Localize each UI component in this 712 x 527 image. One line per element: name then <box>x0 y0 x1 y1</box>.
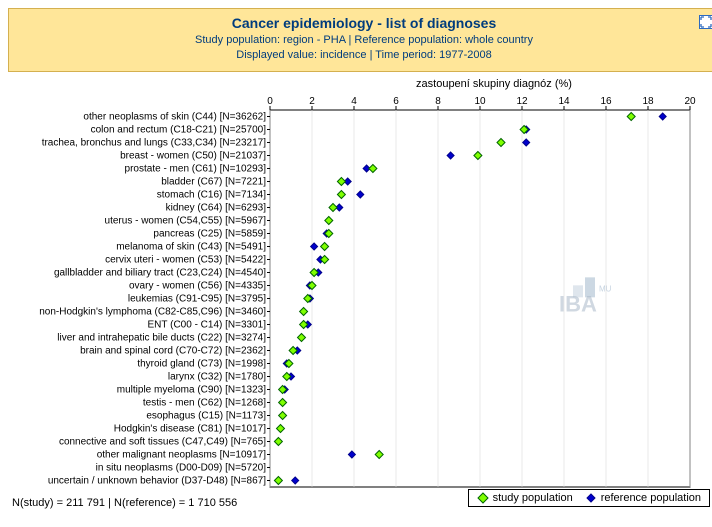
svg-text:IBA: IBA <box>559 291 597 316</box>
row-label: other neoplasms of skin (C44) [N=36262] <box>83 111 266 122</box>
row-label: other malignant neoplasms [N=10917] <box>97 449 266 460</box>
svg-text:6: 6 <box>393 96 399 107</box>
row-label: brain and spinal cord (C70-C72) [N=2362] <box>80 345 266 356</box>
legend: study population reference population <box>468 489 710 507</box>
x-axis-title: zastoupení skupiny diagnóz (%) <box>270 78 712 90</box>
row-label: Hodgkin's disease (C81) [N=1017] <box>114 423 266 434</box>
row-label: non-Hodgkin's lymphoma (C82-C85,C96) [N=… <box>39 306 266 317</box>
svg-text:18: 18 <box>642 96 654 107</box>
svg-text:16: 16 <box>600 96 612 107</box>
footer: N(study) = 211 791 | N(reference) = 1 71… <box>8 493 712 519</box>
row-label: liver and intrahepatic bile ducts (C22) … <box>57 332 266 343</box>
legend-study-label: study population <box>493 492 573 504</box>
row-label: bladder (C67) [N=7221] <box>161 176 266 187</box>
svg-text:8: 8 <box>435 96 441 107</box>
svg-text:14: 14 <box>558 96 570 107</box>
row-label: thyroid gland (C73) [N=1998] <box>137 358 266 369</box>
row-label: melanoma of skin (C43) [N=5491] <box>116 241 266 252</box>
row-label: colon and rectum (C18-C21) [N=25700] <box>91 124 267 135</box>
row-label: connective and soft tissues (C47,C49) [N… <box>59 436 266 447</box>
svg-text:4: 4 <box>351 96 357 107</box>
row-label: esophagus (C15) [N=1173] <box>146 410 266 421</box>
row-label: stomach (C16) [N=7134] <box>157 189 266 200</box>
header-line1: Study population: region - PHA | Referen… <box>13 33 712 48</box>
row-label: cervix uteri - women (C53) [N=5422] <box>105 254 266 265</box>
diagnosis-chart: MUIBA 0 2 4 6 8 10 12 14 16 18 20 other neoplasms of… <box>10 92 698 491</box>
row-label: ENT (C00 - C14) [N=3301] <box>148 319 267 330</box>
page-title: Cancer epidemiology - list of diagnoses <box>13 15 712 31</box>
row-label: in situ neoplasms (D00-D09) [N=5720] <box>96 462 267 473</box>
svg-text:0: 0 <box>267 96 273 107</box>
legend-ref-label: reference population <box>601 492 701 504</box>
header-line2: Displayed value: incidence | Time period… <box>13 48 712 63</box>
row-label: testis - men (C62) [N=1268] <box>143 397 266 408</box>
row-label: gallbladder and biliary tract (C23,C24) … <box>54 267 266 278</box>
svg-text:MU: MU <box>599 284 612 293</box>
row-label: multiple myeloma (C90) [N=1323] <box>117 384 266 395</box>
row-label: leukemias (C91-C95) [N=3795] <box>128 293 266 304</box>
legend-ref: reference population <box>585 492 701 504</box>
svg-text:20: 20 <box>684 96 696 107</box>
row-label: uncertain / unknown behavior (D37-D48) [… <box>48 475 266 486</box>
header-panel: Cancer epidemiology - list of diagnoses … <box>8 8 712 72</box>
row-label: uterus - women (C54,C55) [N=5967] <box>105 215 267 226</box>
chart-panel: zastoupení skupiny diagnóz (%) MUIBA 0 2 4 6… <box>8 72 712 493</box>
legend-study: study population <box>477 492 573 504</box>
row-label: ovary - women (C56) [N=4335] <box>129 280 266 291</box>
svg-text:12: 12 <box>516 96 528 107</box>
row-label: pancreas (C25) [N=5859] <box>153 228 266 239</box>
row-label: kidney (C64) [N=6293] <box>166 202 267 213</box>
row-label: breast - women (C50) [N=21037] <box>120 150 266 161</box>
svg-text:2: 2 <box>309 96 315 107</box>
totals-text: N(study) = 211 791 | N(reference) = 1 71… <box>12 497 237 509</box>
row-label: prostate - men (C61) [N=10293] <box>125 163 267 174</box>
svg-text:10: 10 <box>474 96 486 107</box>
row-label: trachea, bronchus and lungs (C33,C34) [N… <box>42 137 267 148</box>
expand-icon[interactable] <box>699 15 712 29</box>
row-label: larynx (C32) [N=1780] <box>168 371 266 382</box>
